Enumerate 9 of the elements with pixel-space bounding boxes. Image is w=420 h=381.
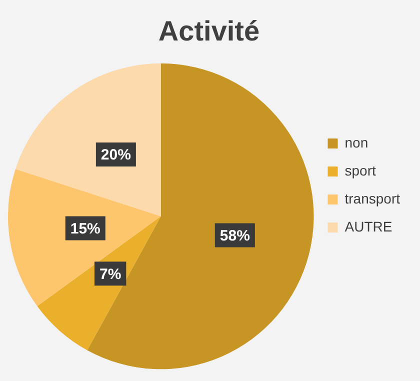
data-label: 15%	[70, 220, 100, 238]
data-label: 20%	[100, 146, 131, 164]
legend-label: sport	[344, 162, 376, 178]
legend-label: non	[344, 134, 368, 150]
legend-label: transport	[344, 190, 400, 206]
data-label: 7%	[99, 266, 122, 283]
legend-label: AUTRE	[344, 218, 392, 234]
data-label: 58%	[220, 227, 250, 244]
chart-title: Activité	[158, 16, 260, 47]
